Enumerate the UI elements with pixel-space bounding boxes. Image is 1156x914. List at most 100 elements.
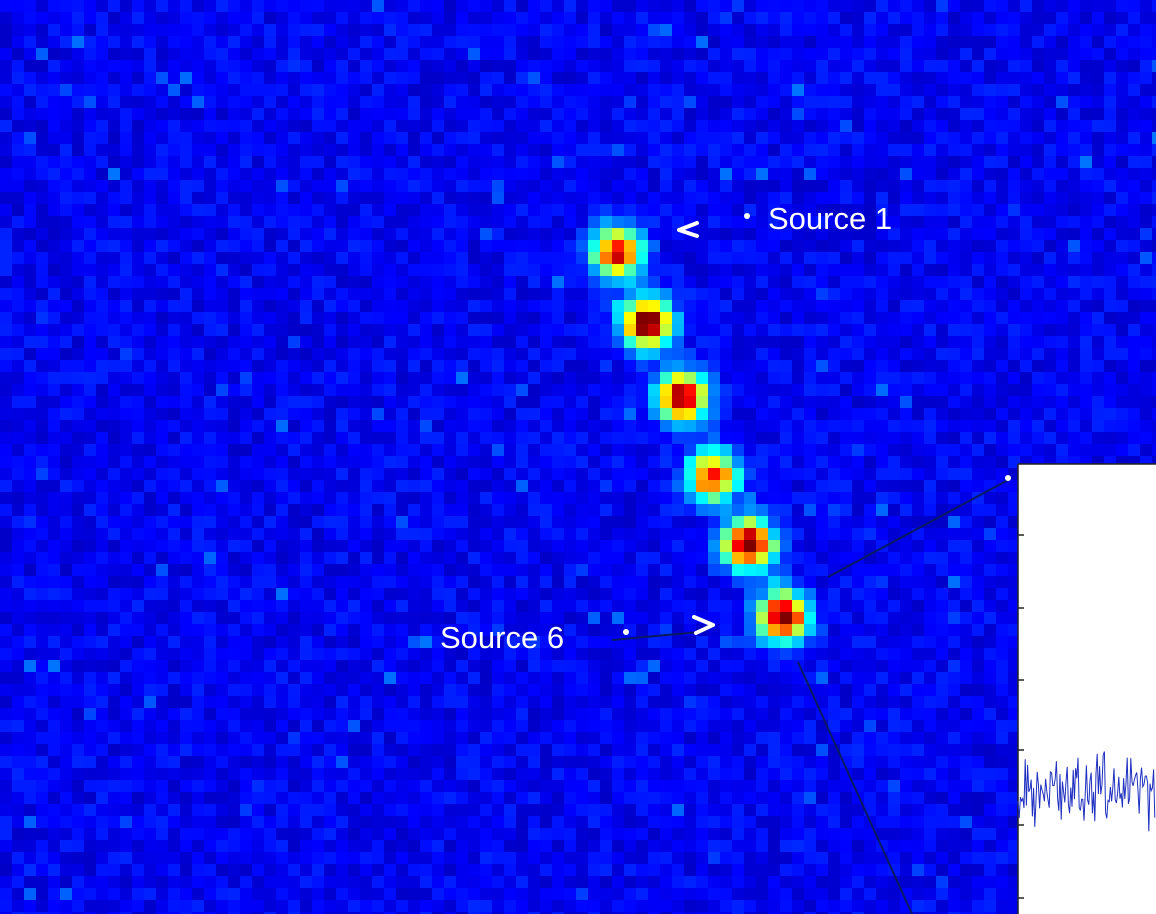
pixel — [468, 420, 480, 432]
pixel — [60, 204, 72, 216]
pixel — [1104, 216, 1116, 228]
pixel — [600, 264, 612, 276]
pixel — [396, 384, 408, 396]
pixel — [864, 48, 876, 60]
pixel — [0, 516, 12, 528]
pixel — [36, 204, 48, 216]
pixel — [588, 504, 600, 516]
pixel — [144, 132, 156, 144]
pixel — [696, 360, 708, 372]
pixel — [804, 108, 816, 120]
pixel — [396, 312, 408, 324]
pixel — [816, 132, 828, 144]
pixel — [264, 132, 276, 144]
pixel — [948, 264, 960, 276]
pixel — [996, 564, 1008, 576]
pixel — [600, 456, 612, 468]
pixel — [864, 480, 876, 492]
pixel — [456, 156, 468, 168]
pixel — [1056, 432, 1068, 444]
pixel — [108, 456, 120, 468]
pixel — [420, 288, 432, 300]
pixel — [1008, 204, 1020, 216]
pixel — [540, 540, 552, 552]
pixel — [276, 216, 288, 228]
pixel — [684, 420, 696, 432]
pixel — [648, 492, 660, 504]
pixel — [108, 360, 120, 372]
pixel — [1140, 84, 1152, 96]
pixel — [516, 168, 528, 180]
pixel — [420, 504, 432, 516]
pixel — [1140, 132, 1152, 144]
pixel — [420, 180, 432, 192]
pixel — [420, 348, 432, 360]
pixel — [660, 312, 672, 324]
pixel — [408, 444, 420, 456]
pixel — [324, 492, 336, 504]
pixel — [96, 396, 108, 408]
pixel — [264, 108, 276, 120]
pixel — [864, 588, 876, 600]
pixel — [996, 372, 1008, 384]
pixel — [648, 552, 660, 564]
pixel — [1068, 348, 1080, 360]
pixel — [840, 432, 852, 444]
pixel — [636, 444, 648, 456]
pixel — [300, 408, 312, 420]
pixel — [336, 492, 348, 504]
pixel — [876, 516, 888, 528]
pixel — [732, 48, 744, 60]
pixel — [888, 156, 900, 168]
pixel — [1092, 60, 1104, 72]
pixel — [1056, 24, 1068, 36]
pixel — [96, 204, 108, 216]
pixel — [516, 396, 528, 408]
pixel — [420, 480, 432, 492]
pixel — [1020, 216, 1032, 228]
pixel — [888, 120, 900, 132]
pixel — [192, 168, 204, 180]
pixel — [384, 432, 396, 444]
pixel — [468, 156, 480, 168]
pixel — [204, 408, 216, 420]
pixel — [336, 240, 348, 252]
pixel — [120, 552, 132, 564]
pixel — [156, 300, 168, 312]
pixel — [672, 588, 684, 600]
pixel — [480, 408, 492, 420]
pixel — [660, 600, 672, 612]
pixel — [924, 480, 936, 492]
pixel — [804, 48, 816, 60]
pixel — [120, 456, 132, 468]
pixel — [312, 396, 324, 408]
pixel — [396, 108, 408, 120]
pixel — [924, 468, 936, 480]
pixel — [576, 420, 588, 432]
pixel — [1128, 312, 1140, 324]
pixel — [528, 384, 540, 396]
pixel — [828, 312, 840, 324]
pixel — [432, 324, 444, 336]
pixel — [636, 216, 648, 228]
pixel — [144, 372, 156, 384]
pixel — [372, 504, 384, 516]
pixel — [672, 372, 684, 384]
pixel — [144, 288, 156, 300]
pixel — [768, 156, 780, 168]
pixel — [756, 240, 768, 252]
pixel — [300, 564, 312, 576]
pixel — [48, 348, 60, 360]
pixel — [636, 276, 648, 288]
pixel — [48, 168, 60, 180]
pixel — [432, 600, 444, 612]
pixel — [1104, 372, 1116, 384]
pixel — [600, 516, 612, 528]
pixel — [648, 372, 660, 384]
pixel — [852, 504, 864, 516]
pixel — [564, 360, 576, 372]
pixel — [504, 420, 516, 432]
pixel — [864, 264, 876, 276]
pixel — [972, 24, 984, 36]
pixel — [528, 600, 540, 612]
